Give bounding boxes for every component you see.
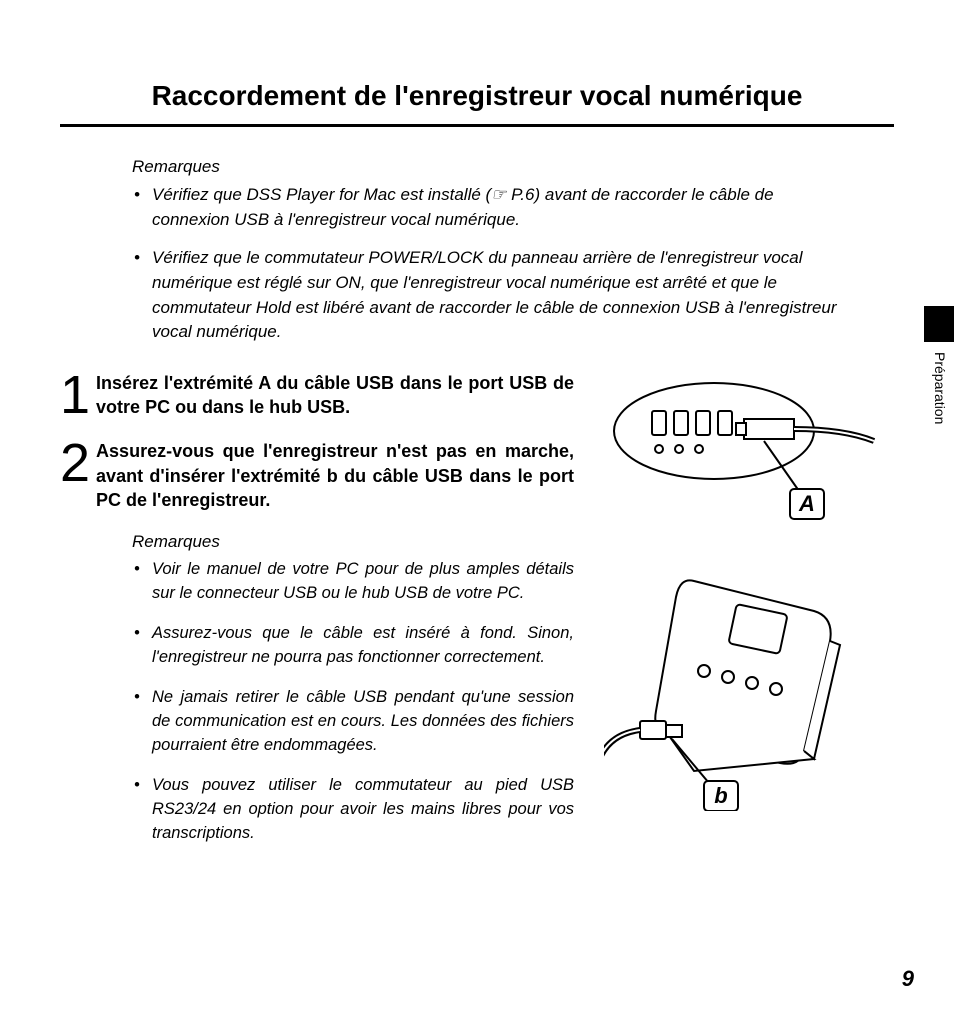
manual-page: Raccordement de l'enregistreur vocal num… <box>0 0 954 1022</box>
right-column: A <box>594 371 894 862</box>
remarks-list-top: Vérifiez que DSS Player for Mac est inst… <box>132 183 854 345</box>
step-text: Insérez l'extrémité A du câble USB dans … <box>96 371 574 420</box>
illustration-label-a: A <box>798 491 815 516</box>
remarks-heading: Remarques <box>132 532 574 552</box>
remarks-heading: Remarques <box>132 157 854 177</box>
title-rule <box>60 124 894 127</box>
step-2: 2 Assurez-vous que l'enregistreur n'est … <box>60 439 574 512</box>
page-number: 9 <box>902 966 914 992</box>
remarks-block-bottom: Remarques Voir le manuel de votre PC pou… <box>132 532 574 845</box>
usb-diagram-icon: A <box>604 371 884 811</box>
remark-item: Voir le manuel de votre PC pour de plus … <box>132 558 574 606</box>
page-title: Raccordement de l'enregistreur vocal num… <box>60 80 894 112</box>
remark-item: Assurez-vous que le câble est inséré à f… <box>132 622 574 670</box>
step-text: Assurez-vous que l'enregistreur n'est pa… <box>96 439 574 512</box>
side-tab <box>924 306 954 342</box>
remark-item: Vérifiez que le commutateur POWER/LOCK d… <box>132 246 854 345</box>
side-tab-label: Préparation <box>932 352 948 424</box>
illustration-label-b: b <box>714 783 727 808</box>
step-number: 2 <box>60 439 90 488</box>
remarks-block-top: Remarques Vérifiez que DSS Player for Ma… <box>132 157 854 345</box>
remark-item: Vérifiez que DSS Player for Mac est inst… <box>132 183 854 232</box>
remarks-list-bottom: Voir le manuel de votre PC pour de plus … <box>132 558 574 845</box>
remark-item: Vous pouvez utiliser le commutateur au p… <box>132 774 574 846</box>
step-1: 1 Insérez l'extrémité A du câble USB dan… <box>60 371 574 420</box>
illustration: A <box>604 371 884 811</box>
content-columns: 1 Insérez l'extrémité A du câble USB dan… <box>60 371 894 862</box>
remark-item: Ne jamais retirer le câble USB pendant q… <box>132 686 574 758</box>
step-number: 1 <box>60 371 90 420</box>
left-column: 1 Insérez l'extrémité A du câble USB dan… <box>60 371 574 862</box>
